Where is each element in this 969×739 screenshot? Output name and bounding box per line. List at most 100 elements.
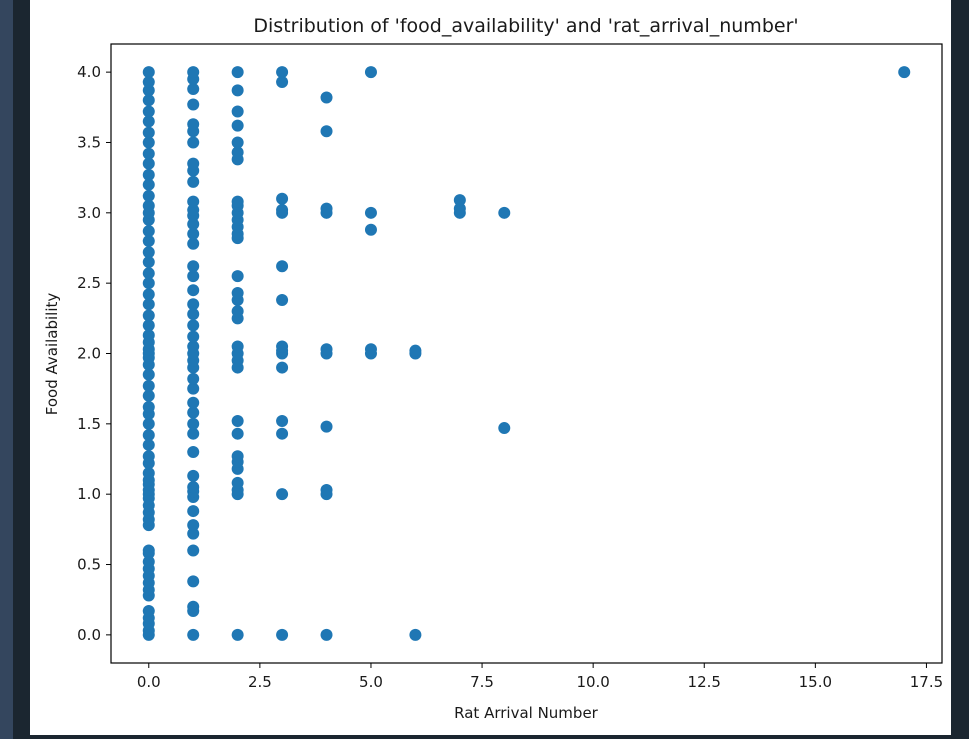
data-point	[364, 343, 377, 356]
data-point	[276, 361, 289, 374]
data-points	[142, 66, 911, 641]
data-point	[231, 628, 244, 641]
window-edge-left	[0, 0, 13, 739]
data-point	[142, 319, 155, 332]
data-point	[231, 136, 244, 149]
data-point	[142, 288, 155, 301]
data-point	[187, 469, 200, 482]
data-point	[187, 118, 200, 131]
data-point	[187, 136, 200, 149]
y-axis-ticks: 0.0 0.5 1.0 1.5 2.0 2.5 3.0 3.5 4.0	[77, 63, 111, 644]
data-point	[453, 202, 466, 215]
data-point	[231, 476, 244, 489]
x-tick-label: 2.5	[248, 673, 272, 691]
x-axis-label: Rat Arrival Number	[454, 704, 599, 722]
data-point	[142, 168, 155, 181]
data-point	[231, 340, 244, 353]
data-point	[142, 105, 155, 118]
data-point	[142, 189, 155, 202]
data-point	[142, 75, 155, 88]
data-point	[142, 147, 155, 160]
data-point	[142, 199, 155, 212]
data-point	[187, 505, 200, 518]
data-point	[187, 319, 200, 332]
data-point	[142, 329, 155, 342]
data-point	[142, 379, 155, 392]
data-point	[142, 157, 155, 170]
data-point	[364, 206, 377, 219]
data-point	[142, 84, 155, 97]
data-point	[409, 344, 422, 357]
window-gutter-right	[951, 0, 969, 739]
data-point	[187, 417, 200, 430]
y-tick-label: 1.5	[77, 415, 101, 433]
data-point	[187, 427, 200, 440]
data-point	[364, 66, 377, 79]
data-point	[187, 98, 200, 111]
data-point	[231, 195, 244, 208]
x-tick-label: 17.5	[910, 673, 943, 691]
data-point	[187, 527, 200, 540]
data-point	[187, 481, 200, 494]
data-point	[142, 178, 155, 191]
data-point	[142, 256, 155, 269]
data-point	[231, 105, 244, 118]
data-point	[276, 260, 289, 273]
x-tick-label: 5.0	[359, 673, 383, 691]
data-point	[187, 308, 200, 321]
y-tick-label: 2.0	[77, 345, 101, 363]
data-point	[898, 66, 911, 79]
data-point	[187, 628, 200, 641]
data-point	[231, 119, 244, 132]
data-point	[142, 429, 155, 442]
data-point	[187, 157, 200, 170]
data-point	[187, 204, 200, 217]
data-point	[187, 575, 200, 588]
x-tick-label: 15.0	[799, 673, 832, 691]
data-point	[231, 287, 244, 300]
data-point	[231, 270, 244, 283]
data-point	[142, 246, 155, 259]
data-point	[187, 544, 200, 557]
data-point	[142, 115, 155, 128]
data-point	[276, 75, 289, 88]
x-axis-ticks: 0.0 2.5 5.0 7.5 10.0 12.5 15.0 17.5	[137, 663, 943, 691]
data-point	[187, 237, 200, 250]
data-point	[187, 340, 200, 353]
data-point	[320, 420, 333, 433]
data-point	[231, 66, 244, 79]
data-point	[187, 218, 200, 231]
data-point	[142, 298, 155, 311]
data-point	[142, 438, 155, 451]
x-tick-label: 7.5	[470, 673, 494, 691]
data-point	[187, 298, 200, 311]
data-point	[320, 202, 333, 215]
y-tick-label: 0.0	[77, 626, 101, 644]
data-point	[187, 445, 200, 458]
data-point	[142, 136, 155, 149]
data-point	[142, 225, 155, 238]
data-point	[142, 555, 155, 568]
data-point	[276, 66, 289, 79]
data-point	[276, 488, 289, 501]
data-point	[231, 427, 244, 440]
data-point	[231, 415, 244, 428]
data-point	[231, 84, 244, 97]
data-point	[187, 330, 200, 343]
y-tick-label: 3.5	[77, 133, 101, 151]
data-point	[276, 628, 289, 641]
data-point	[276, 340, 289, 353]
data-point	[320, 125, 333, 138]
data-point	[320, 91, 333, 104]
data-point	[231, 146, 244, 159]
data-point	[187, 372, 200, 385]
data-point	[276, 204, 289, 217]
data-point	[187, 406, 200, 419]
y-tick-label: 0.5	[77, 556, 101, 574]
data-point	[142, 267, 155, 280]
data-point	[231, 305, 244, 318]
data-point	[276, 294, 289, 307]
y-tick-label: 2.5	[77, 274, 101, 292]
data-point	[364, 223, 377, 236]
